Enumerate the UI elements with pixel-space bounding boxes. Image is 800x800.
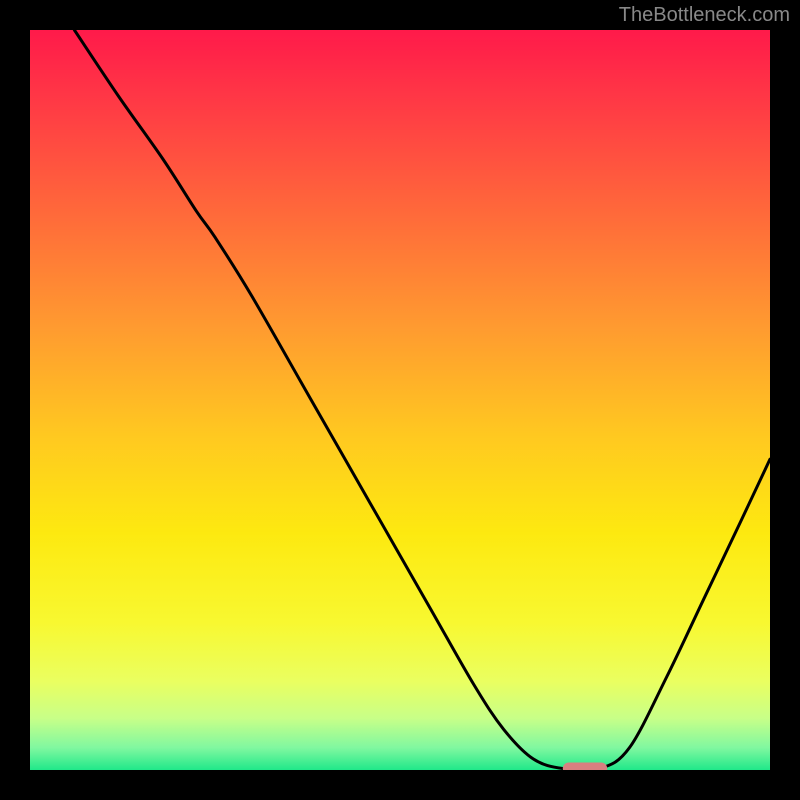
watermark-text: TheBottleneck.com: [619, 4, 790, 27]
bottleneck-chart: [30, 30, 770, 770]
optimal-marker: [563, 763, 607, 770]
gradient-background: [30, 30, 770, 770]
chart-svg: [30, 30, 770, 770]
